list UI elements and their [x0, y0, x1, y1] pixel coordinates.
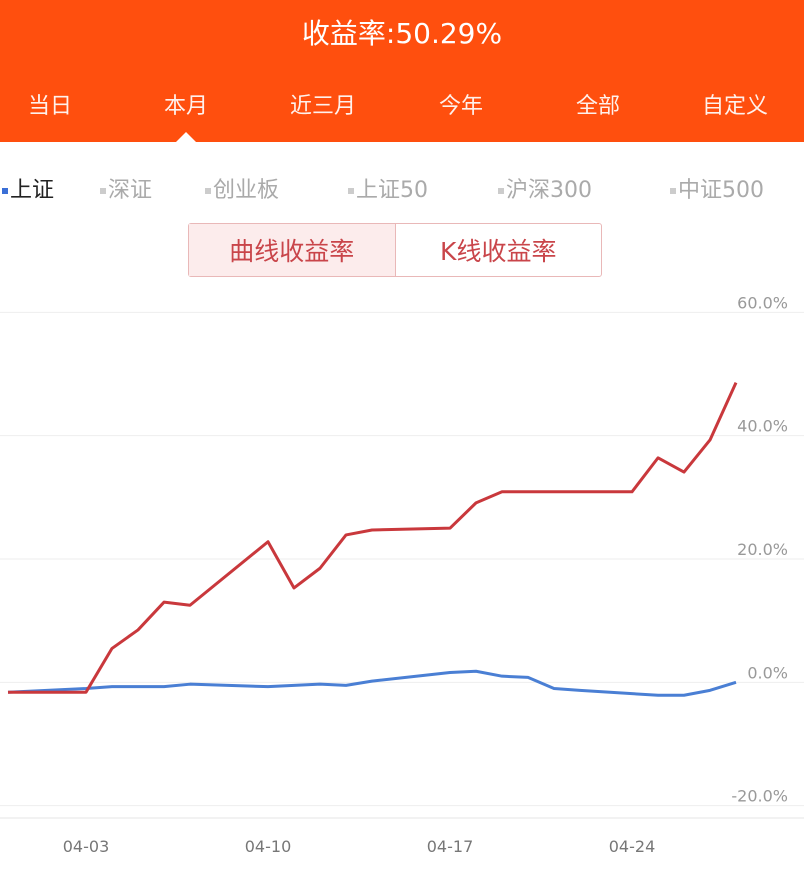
legend-sse50[interactable]: 上证50: [348, 172, 428, 204]
tab-month[interactable]: 本月: [163, 94, 208, 119]
legend-label: 深证: [108, 178, 153, 203]
tab-today[interactable]: 当日: [27, 94, 72, 119]
legend-csi300[interactable]: 沪深300: [498, 172, 592, 204]
legend-swatch: [348, 188, 354, 194]
legend-shanghai[interactable]: 上证: [2, 172, 54, 204]
tab-three-months[interactable]: 近三月: [289, 94, 356, 119]
x-tick-label: 04-24: [609, 837, 656, 856]
legend-label: 上证: [10, 178, 55, 203]
legend-chinext[interactable]: 创业板: [205, 172, 279, 204]
legend-swatch: [670, 188, 676, 194]
x-tick-label: 04-17: [427, 837, 474, 856]
y-tick-label: 0.0%: [747, 663, 788, 682]
legend-swatch: [498, 188, 504, 194]
legend-label: 上证50: [356, 178, 428, 203]
active-tab-pointer: [176, 132, 196, 142]
legend-shenzhen[interactable]: 深证: [100, 172, 152, 204]
x-tick-label: 04-10: [245, 837, 292, 856]
legend-label: 创业板: [213, 178, 280, 203]
strategy-return-line: [8, 382, 738, 694]
legend-swatch: [205, 188, 211, 194]
header: 收益率:50.29% 当日 本月 近三月 今年 全部 自定义: [0, 0, 804, 142]
chart-mode-toggle: 曲线收益率 K线收益率: [188, 223, 602, 277]
y-tick-label: 60.0%: [737, 293, 788, 312]
index-return-line: [7, 669, 737, 697]
legend-csi500[interactable]: 中证500: [670, 172, 764, 204]
tab-custom[interactable]: 自定义: [701, 94, 768, 119]
y-tick-label: 20.0%: [737, 540, 788, 559]
tab-all[interactable]: 全部: [575, 94, 620, 119]
y-tick-label: -20.0%: [731, 787, 788, 806]
legend-label: 沪深300: [506, 178, 592, 203]
return-rate-title: 收益率:50.29%: [301, 17, 503, 50]
legend-swatch: [100, 188, 106, 194]
legend-swatch: [2, 188, 8, 194]
curve-return-button[interactable]: 曲线收益率: [189, 224, 395, 276]
y-tick-label: 40.0%: [737, 417, 788, 436]
kline-return-button[interactable]: K线收益率: [394, 224, 602, 276]
tab-this-year[interactable]: 今年: [438, 94, 483, 119]
legend-label: 中证500: [678, 178, 764, 203]
x-tick-label: 04-03: [63, 837, 110, 856]
